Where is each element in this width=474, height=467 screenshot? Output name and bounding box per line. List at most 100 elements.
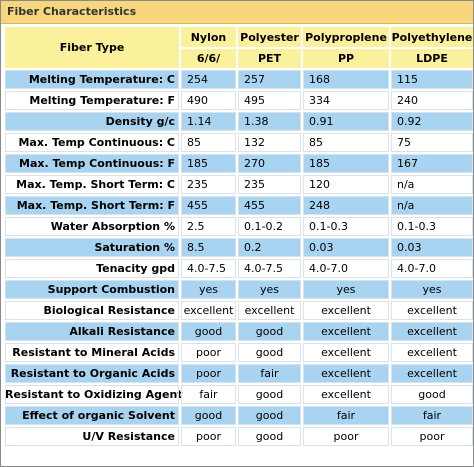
table-cell: 0.92 — [391, 112, 473, 131]
table-cell: excellent — [391, 322, 473, 341]
table-cell: excellent — [391, 301, 473, 320]
table-cell: 168 — [303, 70, 389, 89]
table-cell: good — [238, 406, 301, 425]
row-label: Saturation % — [5, 238, 179, 257]
table-cell: 185 — [181, 154, 236, 173]
table-cell: 1.14 — [181, 112, 236, 131]
column-header-polyethylene: Polyethylene — [391, 27, 473, 47]
table-row: Max. Temp Continuous: F 185 270 185 167 — [5, 154, 473, 173]
row-label: Effect of organic Solvent — [5, 406, 179, 425]
row-label: Max. Temp Continuous: C — [5, 133, 179, 152]
table-cell: fair — [303, 406, 389, 425]
row-label: Max. Temp. Short Term: C — [5, 175, 179, 194]
table-cell: fair — [238, 364, 301, 383]
table-cell: 495 — [238, 91, 301, 110]
row-label: Alkali Resistance — [5, 322, 179, 341]
table-cell: poor — [181, 343, 236, 362]
table-cell: excellent — [303, 301, 389, 320]
table-row: Saturation % 8.5 0.2 0.03 0.03 — [5, 238, 473, 257]
column-subheader-polyester: PET — [238, 49, 301, 68]
table-cell: yes — [181, 280, 236, 299]
table-row: Melting Temperature: C 254 257 168 115 — [5, 70, 473, 89]
row-label: Resistant to Organic Acids — [5, 364, 179, 383]
row-label: Support Combustion — [5, 280, 179, 299]
table-cell: n/a — [391, 196, 473, 215]
table-cell: 235 — [238, 175, 301, 194]
table-row: Resistant to Organic Acids poor fair excell… — [5, 364, 473, 383]
table-cell: poor — [181, 427, 236, 446]
table-row: Resistant to Mineral Acids poor good excell… — [5, 343, 473, 362]
table-cell: 455 — [238, 196, 301, 215]
table-cell: 0.03 — [303, 238, 389, 257]
table-cell: 120 — [303, 175, 389, 194]
row-label: Water Absorption % — [5, 217, 179, 236]
table-cell: 4.0-7.5 — [238, 259, 301, 278]
column-subheader-nylon: 6/6/ — [181, 49, 236, 68]
table-cell: excellent — [303, 343, 389, 362]
table-cell: 167 — [391, 154, 473, 173]
table-cell: 85 — [181, 133, 236, 152]
table-row: Density g/c 1.14 1.38 0.91 0.92 — [5, 112, 473, 131]
table-cell: excellent — [303, 322, 389, 341]
table-cell: excellent — [303, 385, 389, 404]
table-cell: 132 — [238, 133, 301, 152]
table-cell: poor — [303, 427, 389, 446]
table-row: Melting Temperature: F 490 495 334 240 — [5, 91, 473, 110]
table-cell: yes — [391, 280, 473, 299]
column-subheader-polyethylene: LDPE — [391, 49, 473, 68]
table-cell: good — [238, 385, 301, 404]
fiber-table: Fiber Type Nylon Polyester Polyproplene … — [3, 25, 474, 448]
column-header-polyester: Polyester — [238, 27, 301, 47]
table-cell: 455 — [181, 196, 236, 215]
header-row-codes: 6/6/ PET PP LDPE — [5, 49, 473, 68]
table-cell: yes — [303, 280, 389, 299]
table-row: Alkali Resistance good good excellent excell… — [5, 322, 473, 341]
row-label: Tenacity gpd — [5, 259, 179, 278]
table-cell: fair — [391, 406, 473, 425]
row-label: Resistant to Oxidizing Agent — [5, 385, 183, 404]
table-row: Biological Resistance excellent excellent e… — [5, 301, 473, 320]
table-cell: 0.1-0.3 — [303, 217, 389, 236]
table-cell: 4.0-7.5 — [181, 259, 236, 278]
table-cell: 490 — [181, 91, 236, 110]
table-cell: 257 — [238, 70, 301, 89]
table-cell: 75 — [391, 133, 473, 152]
header-row-names: Fiber Type Nylon Polyester Polyproplene … — [5, 27, 473, 68]
table-row: Water Absorption % 2.5 0.1-0.2 0.1-0.3 0.1-0… — [5, 217, 473, 236]
table-cell: good — [181, 322, 236, 341]
table-cell: 8.5 — [181, 238, 236, 257]
table-cell: excellent — [391, 364, 473, 383]
table-cell: 1.38 — [238, 112, 301, 131]
table-cell: fair — [181, 385, 236, 404]
table-cell: good — [238, 343, 301, 362]
table-cell: poor — [181, 364, 236, 383]
table-cell: 254 — [181, 70, 236, 89]
table-cell: 0.1-0.2 — [238, 217, 301, 236]
table-body: Melting Temperature: C 254 257 168 115 Meltin… — [5, 70, 473, 446]
table-row: Max. Temp. Short Term: C 235 235 120 n/a — [5, 175, 473, 194]
table-row: Tenacity gpd 4.0-7.5 4.0-7.5 4.0-7.0 4.0-7.0 — [5, 259, 473, 278]
table-cell: good — [238, 322, 301, 341]
table-cell: 270 — [238, 154, 301, 173]
table-cell: 0.03 — [391, 238, 473, 257]
table-row: Resistant to Oxidizing Agent fair good exce… — [5, 385, 473, 404]
table-cell: 2.5 — [181, 217, 236, 236]
table-cell: 334 — [303, 91, 389, 110]
panel-title: Fiber Characteristics — [1, 1, 473, 24]
table-cell: 240 — [391, 91, 473, 110]
table-cell: 0.2 — [238, 238, 301, 257]
table-cell: 235 — [181, 175, 236, 194]
row-label: Biological Resistance — [5, 301, 179, 320]
fiber-type-header: Fiber Type — [5, 27, 179, 68]
table-cell: excellent — [181, 301, 236, 320]
table-cell: 4.0-7.0 — [303, 259, 389, 278]
row-label: Density g/c — [5, 112, 179, 131]
table-cell: excellent — [303, 364, 389, 383]
table-cell: 4.0-7.0 — [391, 259, 473, 278]
row-label: Resistant to Mineral Acids — [5, 343, 179, 362]
table-cell: 115 — [391, 70, 473, 89]
column-header-polyproplene: Polyproplene — [303, 27, 389, 47]
column-header-nylon: Nylon — [181, 27, 236, 47]
table-cell: excellent — [238, 301, 301, 320]
